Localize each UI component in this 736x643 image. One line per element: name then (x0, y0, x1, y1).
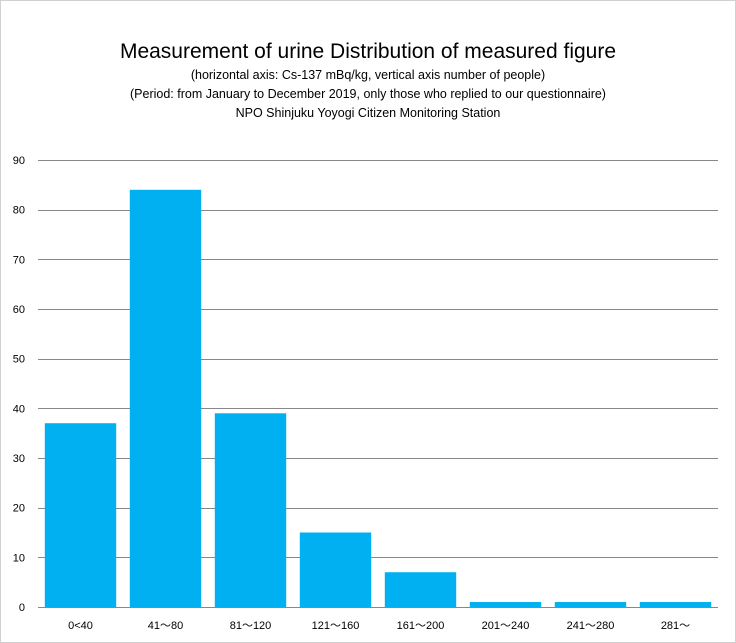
y-tick-label: 30 (13, 453, 25, 465)
x-tick-label: 241～280 (567, 620, 615, 632)
chart-title: Measurement of urine Distribution of mea… (119, 40, 617, 63)
bar-2 (129, 189, 202, 608)
y-tick-label: 80 (13, 205, 25, 217)
y-tick-label: 90 (13, 155, 25, 167)
y-tick-label: 50 (13, 354, 25, 366)
title-block: Measurement of urine Distribution of mea… (0, 38, 736, 123)
x-tick-label: 281～ (661, 620, 690, 632)
y-tick-label: 70 (13, 254, 25, 266)
y-axis-tick-labels: 0 10 20 30 40 50 60 70 80 90 (13, 155, 25, 614)
x-tick-label: 121～160 (312, 620, 360, 632)
y-tick-label: 40 (13, 403, 25, 415)
bars (44, 189, 712, 608)
x-axis-tick-labels: 0<40 41～80 81～120 121～160 161～200 201～240 241～… (68, 620, 690, 632)
bar-4 (299, 532, 372, 607)
x-tick-label: 81～120 (230, 620, 272, 632)
y-tick-label: 0 (19, 602, 25, 614)
chart-subtitle-axes: (horizontal axis: Cs-137 mBq/kg, vertica… (190, 68, 546, 82)
bar-6 (469, 602, 542, 607)
y-tick-label: 10 (13, 552, 25, 564)
x-tick-label: 0<40 (68, 620, 93, 632)
x-tick-label: 161～200 (397, 620, 445, 632)
bar-8 (639, 602, 712, 607)
x-tick-label: 201～240 (482, 620, 530, 632)
y-tick-label: 20 (13, 503, 25, 515)
bar-7 (554, 602, 627, 607)
bar-1 (44, 423, 117, 607)
bar-3 (214, 413, 287, 607)
chart-subtitle-period: (Period: from January to December 2019, … (130, 87, 606, 101)
x-tick-label: 41～80 (148, 620, 183, 632)
chart-subtitle-source: NPO Shinjuku Yoyogi Citizen Monitoring S… (235, 106, 501, 120)
bar-5 (384, 572, 457, 607)
y-tick-label: 60 (13, 304, 25, 316)
